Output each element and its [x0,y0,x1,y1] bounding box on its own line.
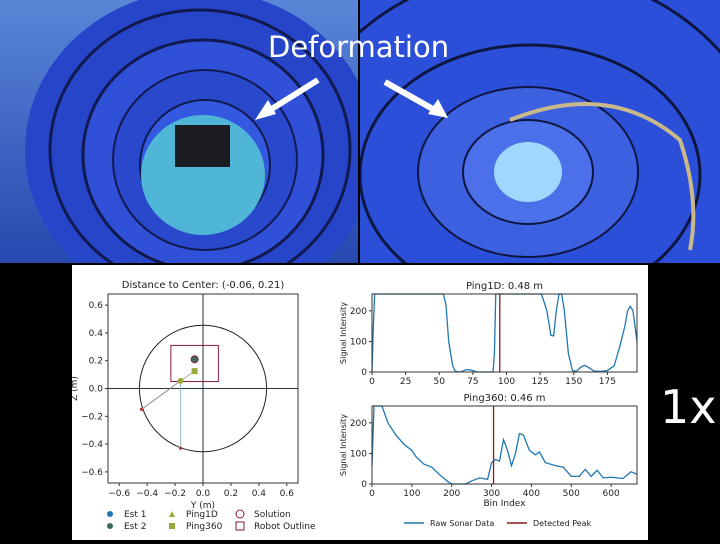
legend-marker [169,511,175,517]
y-tick-label: 200 [350,307,367,317]
x-tick-label: 100 [498,377,515,387]
x-tick-label: 400 [523,489,540,499]
sonar-title-1: Ping1D: 0.48 m [466,281,543,292]
x-tick-label: 150 [565,377,582,387]
x-tick-label: 300 [483,489,500,499]
x-tick-label: 200 [443,489,460,499]
x-tick-label: 0 [369,489,375,499]
raw-sonar-line [371,293,638,373]
scatter-xlabel: Y (m) [190,501,215,511]
y-tick-label: 0 [361,480,367,490]
y-tick-label: 0.0 [89,385,104,395]
legend-label: Solution [254,510,291,520]
scatter-title: Distance to Center: (-0.06, 0.21) [122,280,285,291]
deformation-arrows [255,77,448,120]
solution-marker [190,355,199,364]
x-tick-label: 50 [434,377,446,387]
ping1d-marker [177,377,184,384]
y-tick-label: 0.6 [89,301,104,311]
x-tick-label: −0.4 [136,489,158,499]
y-tick-label: 0 [361,368,367,378]
x-tick-label: 600 [603,489,620,499]
scatter-ylabel: Z (m) [72,376,80,401]
playback-speed-label: 1x [660,380,717,434]
sonar-xlabel: Bin Index [483,499,526,509]
tunnel-photo-left [0,0,358,263]
sonar-title-2: Ping360: 0.46 m [463,393,545,404]
x-tick-label: 0.0 [196,489,211,499]
x-tick-label: 0.2 [224,489,238,499]
sonar-axes-frame [371,405,638,485]
est2-marker [191,356,198,363]
y-tick-label: −0.4 [81,440,103,450]
sonar-axes-frame [371,293,638,373]
x-tick-label: 175 [599,377,616,387]
raw-sonar-line [371,405,638,485]
x-tick-label: 125 [532,377,549,387]
legend-marker [235,509,245,519]
legend-marker [107,523,113,529]
tunnel-photo-right [360,0,720,263]
hit-point [139,407,144,411]
ping360-marker [191,368,198,375]
arrow-right [383,79,442,116]
legend-label: Est 1 [124,510,147,520]
legend-label: Raw Sonar Data [430,519,494,528]
sonar-ylabel: Signal Intensity [339,414,348,476]
legend-label: Ping1D [186,510,218,520]
x-tick-label: 0.6 [280,489,295,499]
x-tick-label: 500 [563,489,580,499]
legend-label: Est 2 [124,522,147,532]
y-tick-label: −0.2 [81,412,103,422]
legend-label: Robot Outline [254,522,316,532]
x-tick-label: 0.4 [252,489,267,499]
sonar-ylabel: Signal Intensity [339,302,348,364]
y-tick-label: 100 [350,449,367,459]
robot-outline [170,344,219,383]
y-tick-label: 0.2 [89,357,103,367]
ping360-ray [141,380,181,410]
legend-marker [107,511,113,517]
legend-marker [169,523,175,529]
x-tick-label: −0.6 [108,489,130,499]
y-tick-label: 200 [350,419,367,429]
x-tick-label: 100 [403,489,420,499]
tunnel-circle [138,324,268,453]
x-tick-label: −0.2 [164,489,186,499]
legend-label: Ping360 [186,522,223,532]
x-tick-label: 75 [467,377,478,387]
x-tick-label: 0 [369,377,375,387]
y-tick-label: 0.4 [89,329,104,339]
legend-marker [235,521,245,531]
figure: Distance to Center: (-0.06, 0.21) −0.6 −0.… [70,280,638,532]
y-tick-label: 100 [350,337,367,347]
figure-panel: Distance to Center: (-0.06, 0.21) −0.6 −0.… [70,265,648,540]
deformation-caption: Deformation [268,30,450,64]
legend-label: Detected Peak [533,519,592,528]
x-tick-label: 25 [400,377,411,387]
y-tick-label: −0.6 [81,468,103,478]
hit-point [179,446,183,450]
